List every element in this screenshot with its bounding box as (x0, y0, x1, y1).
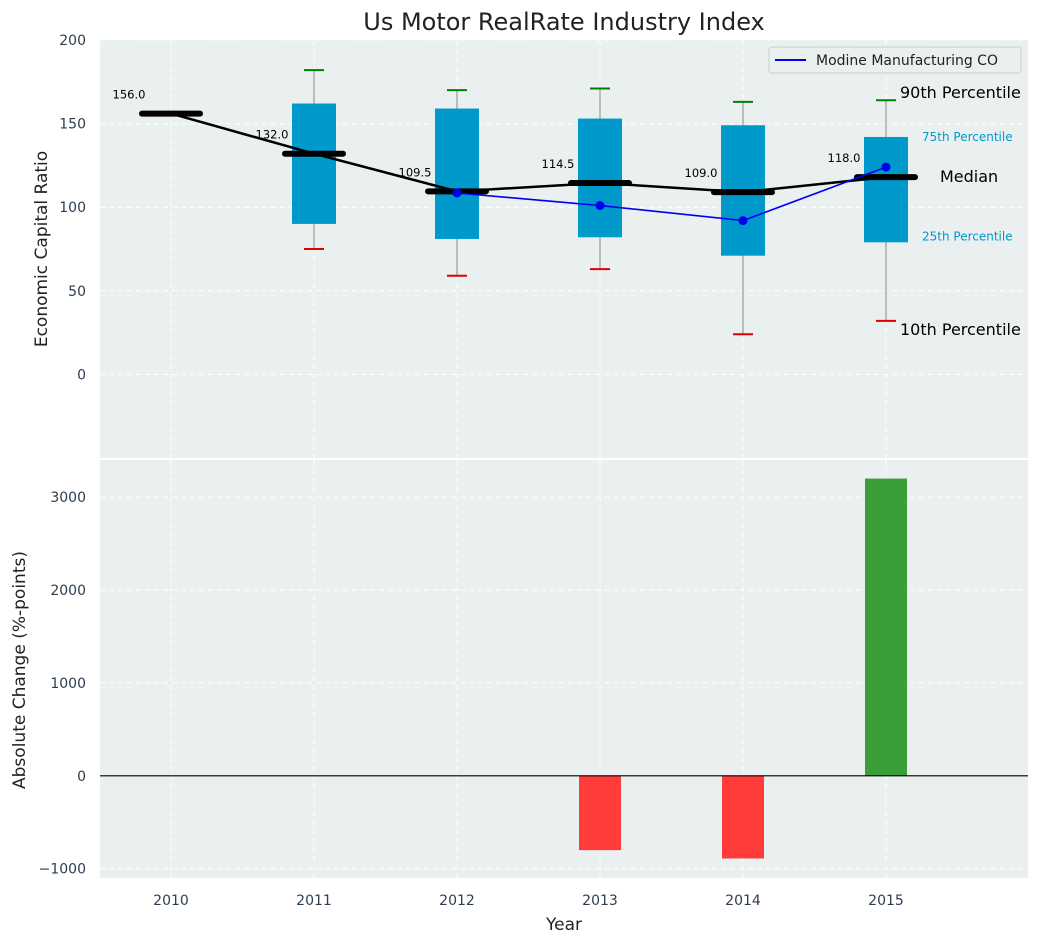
median-value-label: 109.5 (399, 165, 432, 179)
median-value-label: 114.5 (542, 157, 575, 171)
company-series-point (881, 162, 891, 172)
top-y-tick-label: 200 (59, 33, 86, 49)
median-value-label: 132.0 (256, 128, 289, 142)
iqr-box (864, 136, 908, 243)
bottom-y-tick-label: −1000 (39, 862, 86, 878)
legend: Modine Manufacturing CO (768, 46, 1022, 74)
top-y-tick-label: 50 (68, 284, 86, 300)
box-plot-group (292, 69, 908, 336)
legend-box (768, 46, 1022, 74)
legend-label: Modine Manufacturing CO (816, 53, 998, 69)
bottom-y-axis-label: Absolute Change (%-points) (10, 551, 30, 789)
company-series-point (738, 216, 748, 226)
company-series-point (452, 188, 462, 198)
p75-annotation: 75th Percentile (922, 130, 1013, 144)
median-value-label: 118.0 (828, 151, 861, 165)
iqr-box (435, 108, 479, 239)
change-bars-group (100, 478, 1028, 859)
company-series-line (456, 166, 887, 222)
x-tick-label: 2014 (725, 893, 761, 909)
top-y-tick-label: 150 (59, 117, 86, 133)
median-value-label: 156.0 (113, 88, 146, 102)
x-tick-label: 2015 (868, 893, 904, 909)
top-y-tick-label: 0 (77, 367, 86, 383)
x-axis-label: Year (545, 915, 582, 935)
company-series-group (452, 162, 891, 226)
x-tick-label: 2012 (439, 893, 475, 909)
p90-annotation: 90th Percentile (900, 83, 1021, 102)
change-bar (579, 775, 621, 851)
p10-annotation: 10th Percentile (900, 320, 1021, 339)
company-series-point (595, 201, 605, 211)
bottom-y-tick-label: 1000 (50, 676, 86, 692)
percentile-annotations: 90th Percentile 75th Percentile Median 25th… (900, 83, 1021, 339)
change-bar (865, 478, 907, 776)
bottom-y-tick-label: 2000 (50, 583, 86, 599)
x-tick-label: 2013 (582, 893, 618, 909)
iqr-box (292, 103, 336, 224)
iqr-box (578, 118, 622, 238)
x-tick-label: 2010 (153, 893, 189, 909)
top-panel-background (100, 40, 1028, 458)
tick-labels-group: 0 50 100 150 200 −1000 0 1000 2000 3000 2010 2011 20… (39, 33, 904, 909)
bottom-y-tick-label: 3000 (50, 490, 86, 506)
median-annotation: Median (940, 167, 998, 186)
change-bar (722, 775, 764, 859)
median-value-label: 109.0 (685, 166, 718, 180)
bottom-y-tick-label: 0 (77, 769, 86, 785)
p25-annotation: 25th Percentile (922, 229, 1013, 243)
chart-title: Us Motor RealRate Industry Index (363, 8, 765, 36)
top-y-axis-label: Economic Capital Ratio (32, 151, 52, 347)
x-tick-label: 2011 (296, 893, 332, 909)
top-y-tick-label: 100 (59, 200, 86, 216)
